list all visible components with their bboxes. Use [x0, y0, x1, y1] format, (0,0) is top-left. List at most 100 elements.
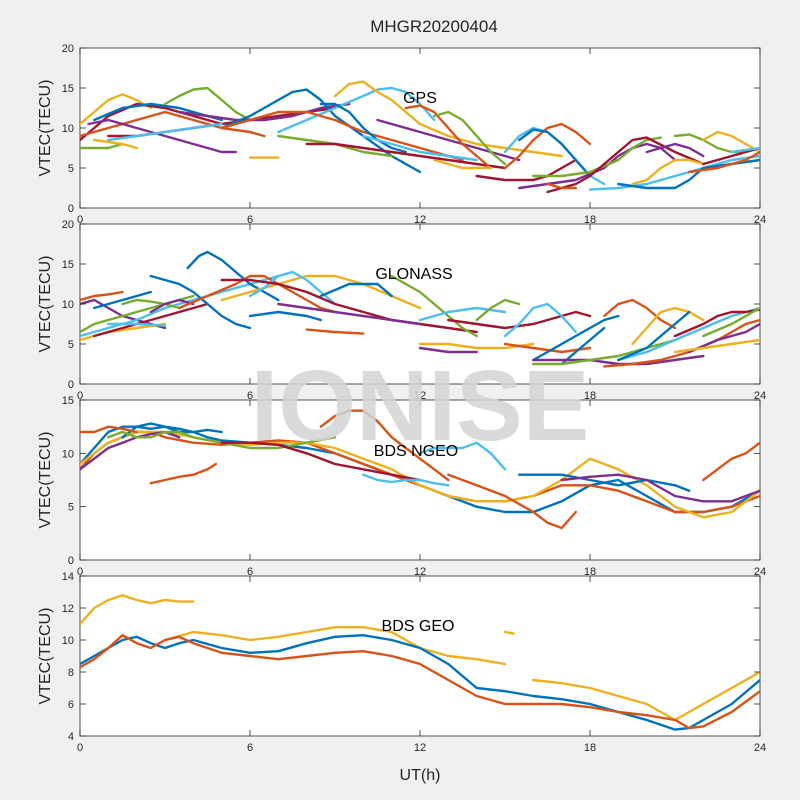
glonass-series-line-27: [503, 302, 577, 338]
bds-ngeo-series-line-13: [447, 473, 577, 530]
glonass-series-line-33: [603, 298, 677, 330]
glonass-series-line-19: [277, 302, 422, 326]
glonass-series-line-29: [532, 314, 620, 362]
glonass-series-line-36: [617, 310, 691, 362]
glonass-series-line-12: [149, 298, 195, 314]
bds-ngeo-y-axis-label: VTEC(TECU): [37, 432, 54, 529]
glonass-series-line-21: [305, 328, 365, 335]
gps-y-tick-label: 20: [62, 43, 74, 55]
bds-ngeo-series-line-11: [362, 473, 450, 487]
gps-series-line-2: [80, 102, 223, 142]
glonass-series-line-30: [560, 326, 606, 366]
gps-series-group: [80, 80, 760, 194]
glonass-series-group: [80, 250, 760, 368]
bds-geo-panel: 0 6 12 18 24 4 6 8 10 12 14 VTEC(TECU) BDS GEO: [37, 571, 766, 754]
bds-geo-annotation: BDS GEO: [382, 618, 455, 635]
glonass-series-line-20: [390, 274, 478, 338]
bds-ngeo-y-tick-label: 10: [62, 448, 74, 460]
glonass-y-tick-label: 0: [68, 379, 74, 391]
gps-series-line-25: [475, 158, 577, 182]
bds-ngeo-y-tick-label: 5: [68, 502, 74, 514]
glonass-series-line-34: [631, 306, 705, 346]
glonass-y-tick-label: 15: [62, 259, 74, 271]
bds-ngeo-series-line-12: [418, 441, 507, 471]
x-axis-label: UT(h): [400, 767, 441, 784]
bds-geo-axes: [79, 575, 761, 737]
bds-geo-series-line-1: [80, 594, 195, 626]
glonass-panel: 0 6 12 18 24 0 5 10 15 20 VTEC(TECU) GLONASS: [37, 219, 766, 402]
glonass-series-line-8: [107, 322, 167, 327]
glonass-series-line-35: [617, 306, 760, 362]
glonass-series-line-13: [178, 274, 337, 314]
gps-series-line-19: [305, 142, 507, 170]
glonass-series-line-41: [702, 306, 760, 338]
bds-geo-y-axis-label: VTEC(TECU): [37, 608, 54, 705]
glonass-series-line-18: [319, 282, 393, 298]
bds-ngeo-series-line-9: [220, 441, 422, 482]
bds-ngeo-series-line-16: [702, 441, 760, 482]
glonass-series-line-24: [418, 346, 478, 354]
gps-series-line-40: [702, 146, 760, 166]
bds-geo-x-tick-label: 18: [584, 742, 596, 754]
gps-panel: 0 6 12 18 24 0 5 10 15 20 VTEC(TECU) GPS: [37, 43, 766, 226]
bds-geo-series-line-2: [163, 626, 507, 666]
bds-geo-x-tick-label: 12: [414, 742, 426, 754]
glonass-series-line-14: [220, 274, 422, 310]
gps-series-line-36: [645, 142, 705, 158]
bds-geo-x-tick-label: 6: [247, 742, 253, 754]
glonass-series-line-4: [80, 274, 280, 338]
glonass-series-line-26: [447, 310, 592, 330]
glonass-series-line-6: [93, 302, 209, 338]
bds-ngeo-series-line-8: [149, 462, 218, 485]
gps-series-line-35: [631, 158, 705, 186]
gps-series-line-29: [518, 142, 677, 190]
gps-series-line-41: [730, 146, 760, 154]
glonass-y-tick-label: 5: [68, 339, 74, 351]
bds-ngeo-x-tick-label: 6: [247, 566, 253, 578]
watermark: IONISE: [251, 350, 590, 462]
gps-series-line-33: [588, 154, 760, 191]
gps-series-line-30: [532, 136, 662, 178]
bds-geo-x-tick-label: 0: [77, 742, 83, 754]
gps-x-tick-label: 0: [77, 214, 83, 226]
gps-series-line-9: [93, 138, 138, 150]
bds-geo-series-line-6: [80, 634, 760, 730]
gps-series-line-24: [433, 158, 492, 170]
glonass-series-line-17: [248, 310, 322, 322]
gps-series-line-27: [503, 122, 592, 170]
bds-ngeo-series-line-5: [121, 422, 223, 439]
bds-geo-series-line-5: [80, 634, 760, 731]
gps-series-line-7: [107, 122, 223, 142]
gps-y-tick-label: 5: [68, 163, 74, 175]
gps-series-line-5: [87, 118, 237, 154]
gps-series-line-1: [80, 93, 152, 126]
gps-series-line-17: [333, 80, 563, 158]
glonass-series-line-25: [475, 298, 521, 322]
bds-geo-y-tick-label: 8: [68, 667, 74, 679]
gps-y-axis-label: VTEC(TECU): [37, 80, 54, 177]
bds-geo-series-line-4: [532, 670, 760, 722]
bds-ngeo-x-tick-label: 24: [754, 566, 766, 578]
glonass-series-line-1: [80, 290, 124, 302]
gps-series-line-28: [518, 128, 592, 178]
bds-geo-y-tick-label: 6: [68, 699, 74, 711]
gps-series-line-11: [178, 102, 351, 122]
glonass-series-line-16: [220, 278, 478, 334]
bds-ngeo-series-line-6: [80, 425, 138, 434]
glonass-series-line-22: [418, 306, 507, 322]
glonass-series-line-40: [673, 338, 760, 354]
gps-annotation: GPS: [403, 90, 437, 107]
gps-series-line-22: [404, 104, 492, 170]
bds-geo-y-tick-label: 10: [62, 635, 74, 647]
gps-series-line-20: [362, 134, 478, 162]
glonass-series-line-38: [673, 308, 760, 338]
glonass-series-line-39: [688, 322, 760, 354]
bds-ngeo-x-tick-label: 0: [77, 566, 83, 578]
bds-ngeo-panel: 0 6 12 18 24 0 5 10 15 VTEC(TECU) BDS NGEO: [37, 395, 766, 578]
bds-geo-y-tick-label: 4: [68, 731, 74, 743]
glonass-series-line-7: [93, 290, 152, 310]
bds-ngeo-series-group: [80, 409, 760, 530]
gps-series-line-15: [319, 102, 407, 154]
glonass-series-line-28: [503, 342, 592, 354]
